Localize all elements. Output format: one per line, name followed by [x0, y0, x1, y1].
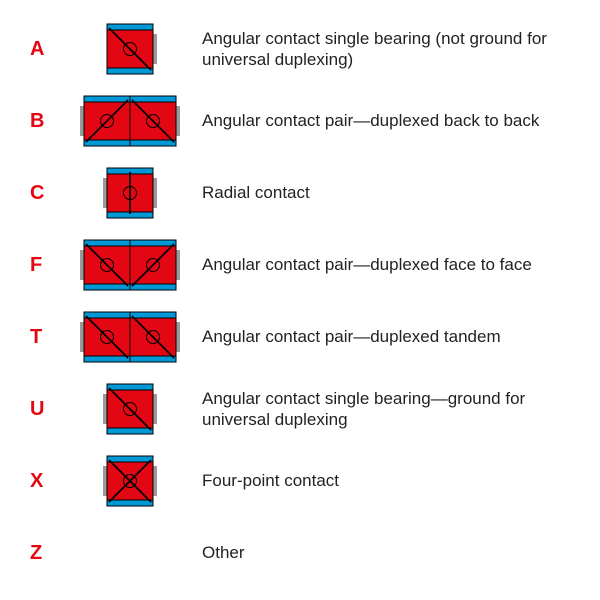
- bearing-description: Four-point contact: [190, 470, 570, 491]
- bearing-code: B: [30, 110, 70, 133]
- bearing-icon: [70, 22, 190, 76]
- bearing-description: Angular contact pair—duplexed face to fa…: [190, 254, 570, 275]
- bearing-icon: [70, 238, 190, 292]
- bearing-description: Angular contact pair—duplexed tandem: [190, 326, 570, 347]
- bearing-icon: [70, 166, 190, 220]
- legend-row: T Angular contact pair—duplexed tandem: [30, 308, 570, 366]
- bearing-code: T: [30, 326, 70, 349]
- bearing-icon: [70, 94, 190, 148]
- legend-row: C Radial contact: [30, 164, 570, 222]
- bearing-code: Z: [30, 542, 70, 565]
- bearing-code: C: [30, 182, 70, 205]
- legend-row: X Four-point contact: [30, 452, 570, 510]
- bearing-code: F: [30, 254, 70, 277]
- legend-row: F Angular contact pair—duplexed face to f…: [30, 236, 570, 294]
- bearing-code: A: [30, 38, 70, 61]
- bearing-code: U: [30, 398, 70, 421]
- legend-row: Z Other: [30, 524, 570, 582]
- bearing-description: Radial contact: [190, 182, 570, 203]
- legend-row: A Angular contact single bearing (not gro…: [30, 20, 570, 78]
- bearing-description: Other: [190, 542, 570, 563]
- bearing-icon: [70, 310, 190, 364]
- bearing-icon: [70, 454, 190, 508]
- bearing-description: Angular contact single bearing—ground fo…: [190, 388, 570, 431]
- bearing-code: X: [30, 470, 70, 493]
- bearing-description: Angular contact single bearing (not grou…: [190, 28, 570, 71]
- bearing-description: Angular contact pair—duplexed back to ba…: [190, 110, 570, 131]
- legend-row: B Angular contact pair—duplexed back to b…: [30, 92, 570, 150]
- legend-row: U Angular contact single bearing—ground f…: [30, 380, 570, 438]
- bearing-icon: [70, 382, 190, 436]
